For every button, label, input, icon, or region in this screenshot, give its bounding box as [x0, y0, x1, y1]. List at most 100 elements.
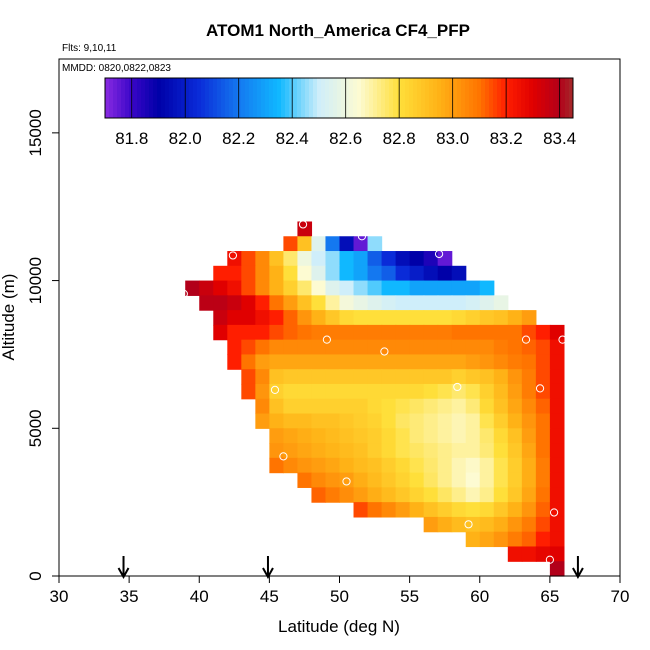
heatmap-cell	[395, 295, 411, 311]
colorbar-segment	[281, 78, 286, 118]
heatmap-cell	[311, 443, 327, 459]
colorbar-segment	[193, 78, 198, 118]
colorbar-ticks: 81.8 82.0 82.2 82.4 82.6 82.8 83.0 83.2 83.4	[115, 78, 576, 148]
heatmap-cell	[297, 310, 313, 326]
heatmap-cell	[409, 339, 425, 356]
colorbar-segment	[461, 78, 466, 118]
colorbar-segment	[537, 78, 542, 118]
heatmap-cell	[451, 502, 467, 518]
sample-point	[279, 452, 288, 461]
colorbar-segment	[185, 78, 190, 118]
colorbar-segment	[333, 78, 338, 118]
heatmap-cell	[493, 295, 509, 311]
heatmap-cell	[353, 295, 369, 311]
heatmap-cell	[311, 280, 327, 296]
colorbar-segment	[253, 78, 258, 118]
heatmap-cell	[311, 265, 327, 282]
heatmap-cell	[283, 265, 299, 282]
heatmap-cell	[255, 324, 270, 341]
heatmap-cell	[493, 428, 509, 444]
heatmap-cell	[255, 280, 270, 296]
heatmap-cell	[325, 413, 341, 429]
heatmap-cell	[241, 324, 256, 341]
heatmap-cell	[311, 369, 327, 385]
heatmap-cell	[465, 383, 481, 400]
heatmap-cell	[409, 383, 425, 400]
heatmap-cell	[409, 295, 425, 311]
heatmap-cell	[549, 383, 565, 400]
heatmap-cell	[479, 531, 495, 548]
colorbar-segment	[169, 78, 174, 118]
heatmap-cell	[465, 516, 481, 533]
heatmap-cells	[185, 221, 565, 577]
colorbar-segment	[505, 78, 510, 118]
heatmap-cell	[507, 487, 523, 503]
heatmap-cell	[367, 413, 383, 429]
heatmap-cell	[423, 383, 439, 400]
colorbar-tick-label: 82.4	[276, 129, 309, 148]
heatmap-cell	[535, 428, 551, 444]
heatmap-cell	[283, 383, 299, 400]
latitude-arrows	[117, 556, 584, 580]
heatmap-cell	[339, 398, 355, 415]
heatmap-cell	[423, 502, 439, 518]
heatmap-cell	[479, 280, 495, 296]
heatmap-cell	[535, 413, 551, 429]
heatmap-cell	[549, 324, 565, 341]
heatmap-cell	[409, 369, 425, 385]
heatmap-cell	[255, 295, 270, 311]
colorbar-segment	[369, 78, 374, 118]
sample-point	[453, 382, 462, 392]
sample-point	[558, 335, 567, 344]
colorbar-segment	[469, 78, 474, 118]
colorbar-segment	[449, 78, 454, 118]
heatmap-cell	[451, 324, 467, 341]
heatmap-cell	[325, 339, 341, 356]
colorbar-segment	[409, 78, 414, 118]
heatmap-cell	[493, 472, 509, 488]
heatmap-cell	[507, 531, 523, 548]
colorbar-tick-label: 83.2	[490, 129, 523, 148]
heatmap-cell	[549, 428, 565, 444]
heatmap-cell	[521, 354, 537, 370]
heatmap-cell	[507, 369, 523, 385]
heatmap-cell	[549, 516, 565, 533]
heatmap-cell	[297, 354, 313, 370]
heatmap-cell	[255, 383, 270, 400]
heatmap-cell	[269, 295, 284, 311]
heatmap-cell	[297, 324, 313, 341]
heatmap-cell	[367, 295, 383, 311]
x-tick-label: 45	[260, 587, 279, 606]
heatmap-cell	[423, 251, 439, 267]
sample-point	[322, 335, 331, 344]
colorbar-segment	[361, 78, 366, 118]
colorbar-segment	[297, 78, 302, 118]
heatmap-cell	[199, 280, 214, 296]
heatmap-cell	[451, 310, 467, 326]
heatmap-cell	[381, 265, 397, 282]
heatmap-cell	[283, 236, 299, 252]
sample-point	[434, 249, 444, 259]
heatmap-cell	[423, 280, 439, 296]
colorbar-segment	[441, 78, 446, 118]
heatmap-cell	[227, 354, 242, 370]
heatmap-cell	[241, 354, 256, 370]
heatmap-cell	[213, 265, 228, 282]
heatmap-cell	[549, 339, 565, 356]
x-axis: 30 35 40 45 50 55 60 65 70	[50, 576, 629, 606]
colorbar-segment	[273, 78, 278, 118]
colorbar-frame	[104, 77, 574, 119]
heatmap-cell	[507, 546, 523, 562]
heatmap-cell	[227, 295, 242, 311]
colorbar-segment	[477, 78, 482, 118]
heatmap-cell	[437, 428, 453, 444]
heatmap-cell	[479, 457, 495, 474]
colorbar-segment	[513, 78, 518, 118]
heatmap-cell	[521, 502, 537, 518]
heatmap-cell	[521, 546, 537, 562]
heatmap-cell	[269, 413, 284, 429]
colorbar-segment	[481, 78, 486, 118]
heatmap-cell	[325, 472, 341, 488]
heatmap-cell	[549, 413, 565, 429]
colorbar-segment	[389, 78, 394, 118]
